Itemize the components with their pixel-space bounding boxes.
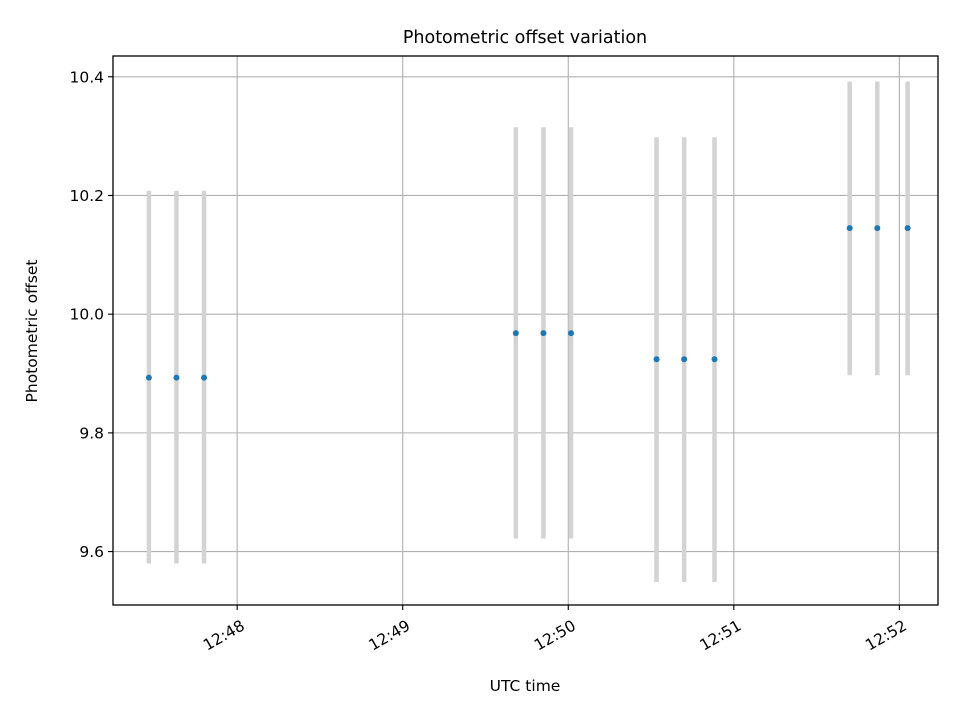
data-point [540,330,547,337]
y-tick-label: 10.2 [69,187,104,205]
data-point [512,330,519,337]
data-point [846,225,853,232]
data-point [145,374,152,381]
data-point [904,225,911,232]
data-point [681,356,688,363]
x-axis-label: UTC time [490,677,561,695]
y-tick-label: 10.0 [69,306,104,324]
y-axis-label: Photometric offset [23,260,41,403]
grid [113,56,938,605]
data-point [201,374,208,381]
y-tick-label: 9.8 [79,424,104,442]
plot-frame [112,55,939,606]
data-point [653,356,660,363]
chart-title: Photometric offset variation [403,28,647,48]
data-point [568,330,575,337]
data-point [173,374,180,381]
data-point [874,225,881,232]
data-point [711,356,718,363]
y-tick-label: 9.6 [79,543,104,561]
y-axis: 9.6 9.8 10.0 10.2 10.4 [69,68,113,561]
y-tick-label: 10.4 [69,68,104,86]
data-points [145,225,911,381]
